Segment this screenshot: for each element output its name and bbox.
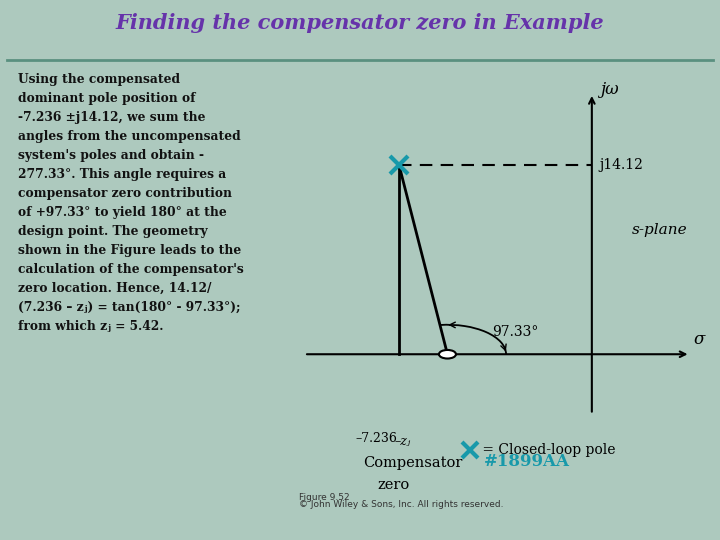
Text: –zⱼ: –zⱼ	[395, 435, 411, 448]
Text: #1899AA: #1899AA	[483, 453, 570, 470]
Text: Finding the compensator zero in Example: Finding the compensator zero in Example	[116, 12, 604, 33]
Text: zero: zero	[377, 478, 410, 492]
Text: s-plane: s-plane	[632, 222, 688, 237]
Text: Using the compensated
dominant pole position of
-7.236 ±j14.12, we sum the
angle: Using the compensated dominant pole posi…	[18, 73, 244, 333]
Text: Compensator: Compensator	[363, 456, 462, 470]
Text: © John Wiley & Sons, Inc. All rights reserved.: © John Wiley & Sons, Inc. All rights res…	[299, 500, 503, 509]
Text: 97.33°: 97.33°	[492, 325, 539, 339]
Circle shape	[439, 350, 456, 359]
Text: j14.12: j14.12	[600, 158, 644, 172]
Text: jω: jω	[600, 82, 618, 98]
Text: Figure 9.52: Figure 9.52	[299, 492, 349, 502]
Text: = Closed-loop pole: = Closed-loop pole	[478, 443, 616, 457]
Text: σ: σ	[693, 330, 704, 348]
Text: –7.236: –7.236	[356, 432, 397, 445]
